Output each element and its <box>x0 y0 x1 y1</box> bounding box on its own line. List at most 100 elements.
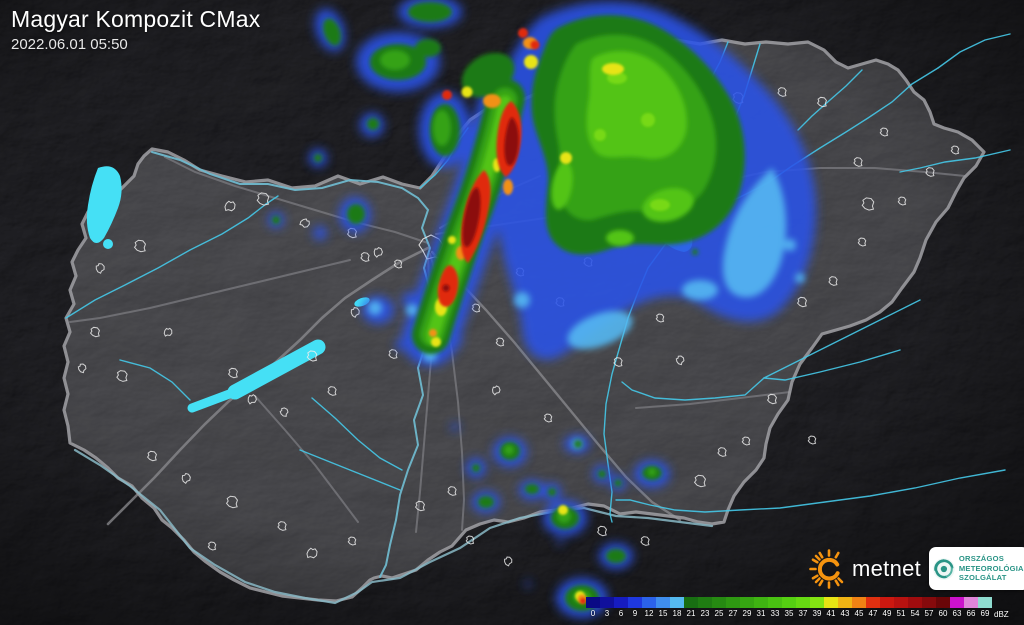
colorbar-segment-54: 54 <box>908 597 922 618</box>
colorbar-segment-29: 29 <box>740 597 754 618</box>
town-outline <box>416 501 425 510</box>
town-outline <box>77 363 87 374</box>
river-zala <box>119 359 191 401</box>
lake-balaton-ne <box>227 339 326 400</box>
colorbar-label: 31 <box>756 609 766 618</box>
colorbar-segment-47: 47 <box>866 597 880 618</box>
colorbar-segment-49: 49 <box>880 597 894 618</box>
town-outline <box>503 556 514 567</box>
colorbar-swatch <box>978 597 992 608</box>
town-outline <box>466 536 473 544</box>
colorbar-segment-33: 33 <box>768 597 782 618</box>
river-upper-tisza <box>937 33 1011 69</box>
colorbar-swatch <box>726 597 740 608</box>
town-outline <box>448 487 456 496</box>
town-outline <box>675 355 685 366</box>
colorbar-label: 6 <box>618 609 624 618</box>
colorbar-swatch <box>614 597 628 608</box>
town-outline <box>94 262 106 274</box>
colorbar-swatch <box>642 597 656 608</box>
colorbar-label: 47 <box>868 609 878 618</box>
road-west <box>69 259 351 323</box>
town-outline <box>91 327 100 336</box>
colorbar-swatch <box>838 597 852 608</box>
colorbar-swatch <box>922 597 936 608</box>
metnet-wordmark: metnet <box>852 555 922 581</box>
colorbar-segment-41: 41 <box>824 597 838 618</box>
colorbar-swatch <box>698 597 712 608</box>
colorbar-label: 57 <box>924 609 934 618</box>
colorbar-segment-35: 35 <box>782 597 796 618</box>
colorbar-swatch <box>796 597 810 608</box>
town-outline <box>389 350 397 359</box>
colorbar-swatch <box>880 597 894 608</box>
colorbar-swatch <box>908 597 922 608</box>
omsz-cyclone-icon <box>933 557 955 580</box>
colorbar-swatch <box>824 597 838 608</box>
colorbar-segment-23: 23 <box>698 597 712 618</box>
colorbar-segment-3: 3 <box>600 597 614 618</box>
metnet-sun-icon <box>809 548 844 589</box>
title-block: Magyar Kompozit CMax 2022.06.01 05:50 <box>11 6 260 53</box>
road-southeast <box>635 391 791 409</box>
colorbar-segment-25: 25 <box>712 597 726 618</box>
town-outline <box>372 246 384 257</box>
colorbar-segment-39: 39 <box>810 597 824 618</box>
town-outline <box>117 371 127 382</box>
river-koros-branch <box>763 349 901 381</box>
colorbar-swatch <box>712 597 726 608</box>
colorbar-segment-18: 18 <box>670 597 684 618</box>
town-outline <box>695 475 706 487</box>
colorbar-swatch <box>684 597 698 608</box>
town-outline <box>349 306 361 318</box>
river-sio <box>311 397 403 471</box>
colorbar-label: 12 <box>644 609 654 618</box>
town-outline <box>135 240 146 252</box>
lake-ferto <box>86 166 122 243</box>
colorbar-segment-0: 0 <box>586 597 600 618</box>
lake-ferto-south <box>103 239 113 249</box>
town-outline <box>818 97 827 106</box>
colorbar-swatch <box>628 597 642 608</box>
town-outline <box>491 385 502 395</box>
omsz-logo: ORSZÁGOS METEOROLÓGIAI SZOLGÁLAT <box>929 547 1024 590</box>
town-outline <box>299 217 311 228</box>
town-outline <box>496 338 503 346</box>
town-outline <box>544 414 551 422</box>
colorbar-swatch <box>740 597 754 608</box>
river-kapos <box>299 449 401 491</box>
timestamp: 2022.06.01 05:50 <box>11 36 128 53</box>
colorbar-label: 39 <box>812 609 822 618</box>
colorbar-label: 25 <box>714 609 724 618</box>
colorbar-segment-69: 69 <box>978 597 992 618</box>
river-raba <box>65 195 279 319</box>
town-outline <box>278 522 286 531</box>
town-outline <box>247 394 258 405</box>
colorbar-label: 9 <box>632 609 638 618</box>
town-outline <box>225 201 235 211</box>
town-outline <box>854 158 862 167</box>
colorbar-label: 60 <box>938 609 948 618</box>
colorbar-label: 3 <box>604 609 610 618</box>
town-outline <box>614 358 622 367</box>
town-outline <box>656 314 663 322</box>
colorbar-label: 18 <box>672 609 682 618</box>
colorbar-label: 29 <box>742 609 752 618</box>
town-outline <box>227 496 238 508</box>
river-szamos <box>899 149 1011 173</box>
town-outline <box>394 260 401 268</box>
colorbar-label: 21 <box>686 609 696 618</box>
colorbar-swatch <box>586 597 600 608</box>
town-outline <box>808 436 815 444</box>
colorbar-label: 27 <box>728 609 738 618</box>
town-outline <box>641 537 649 546</box>
colorbar-label: 66 <box>966 609 976 618</box>
colorbar-segment-31: 31 <box>754 597 768 618</box>
colorbar-swatch <box>936 597 950 608</box>
town-outline <box>862 198 874 210</box>
colorbar-swatch <box>656 597 670 608</box>
colorbar-label: 23 <box>700 609 710 618</box>
dbz-colorbar: 0 3 6 9 12 15 18 21 23 25 27 29 31 33 35 37 39 41 43 45 47 49… <box>586 597 1009 619</box>
town-outline <box>798 297 807 306</box>
colorbar-segment-43: 43 <box>838 597 852 618</box>
